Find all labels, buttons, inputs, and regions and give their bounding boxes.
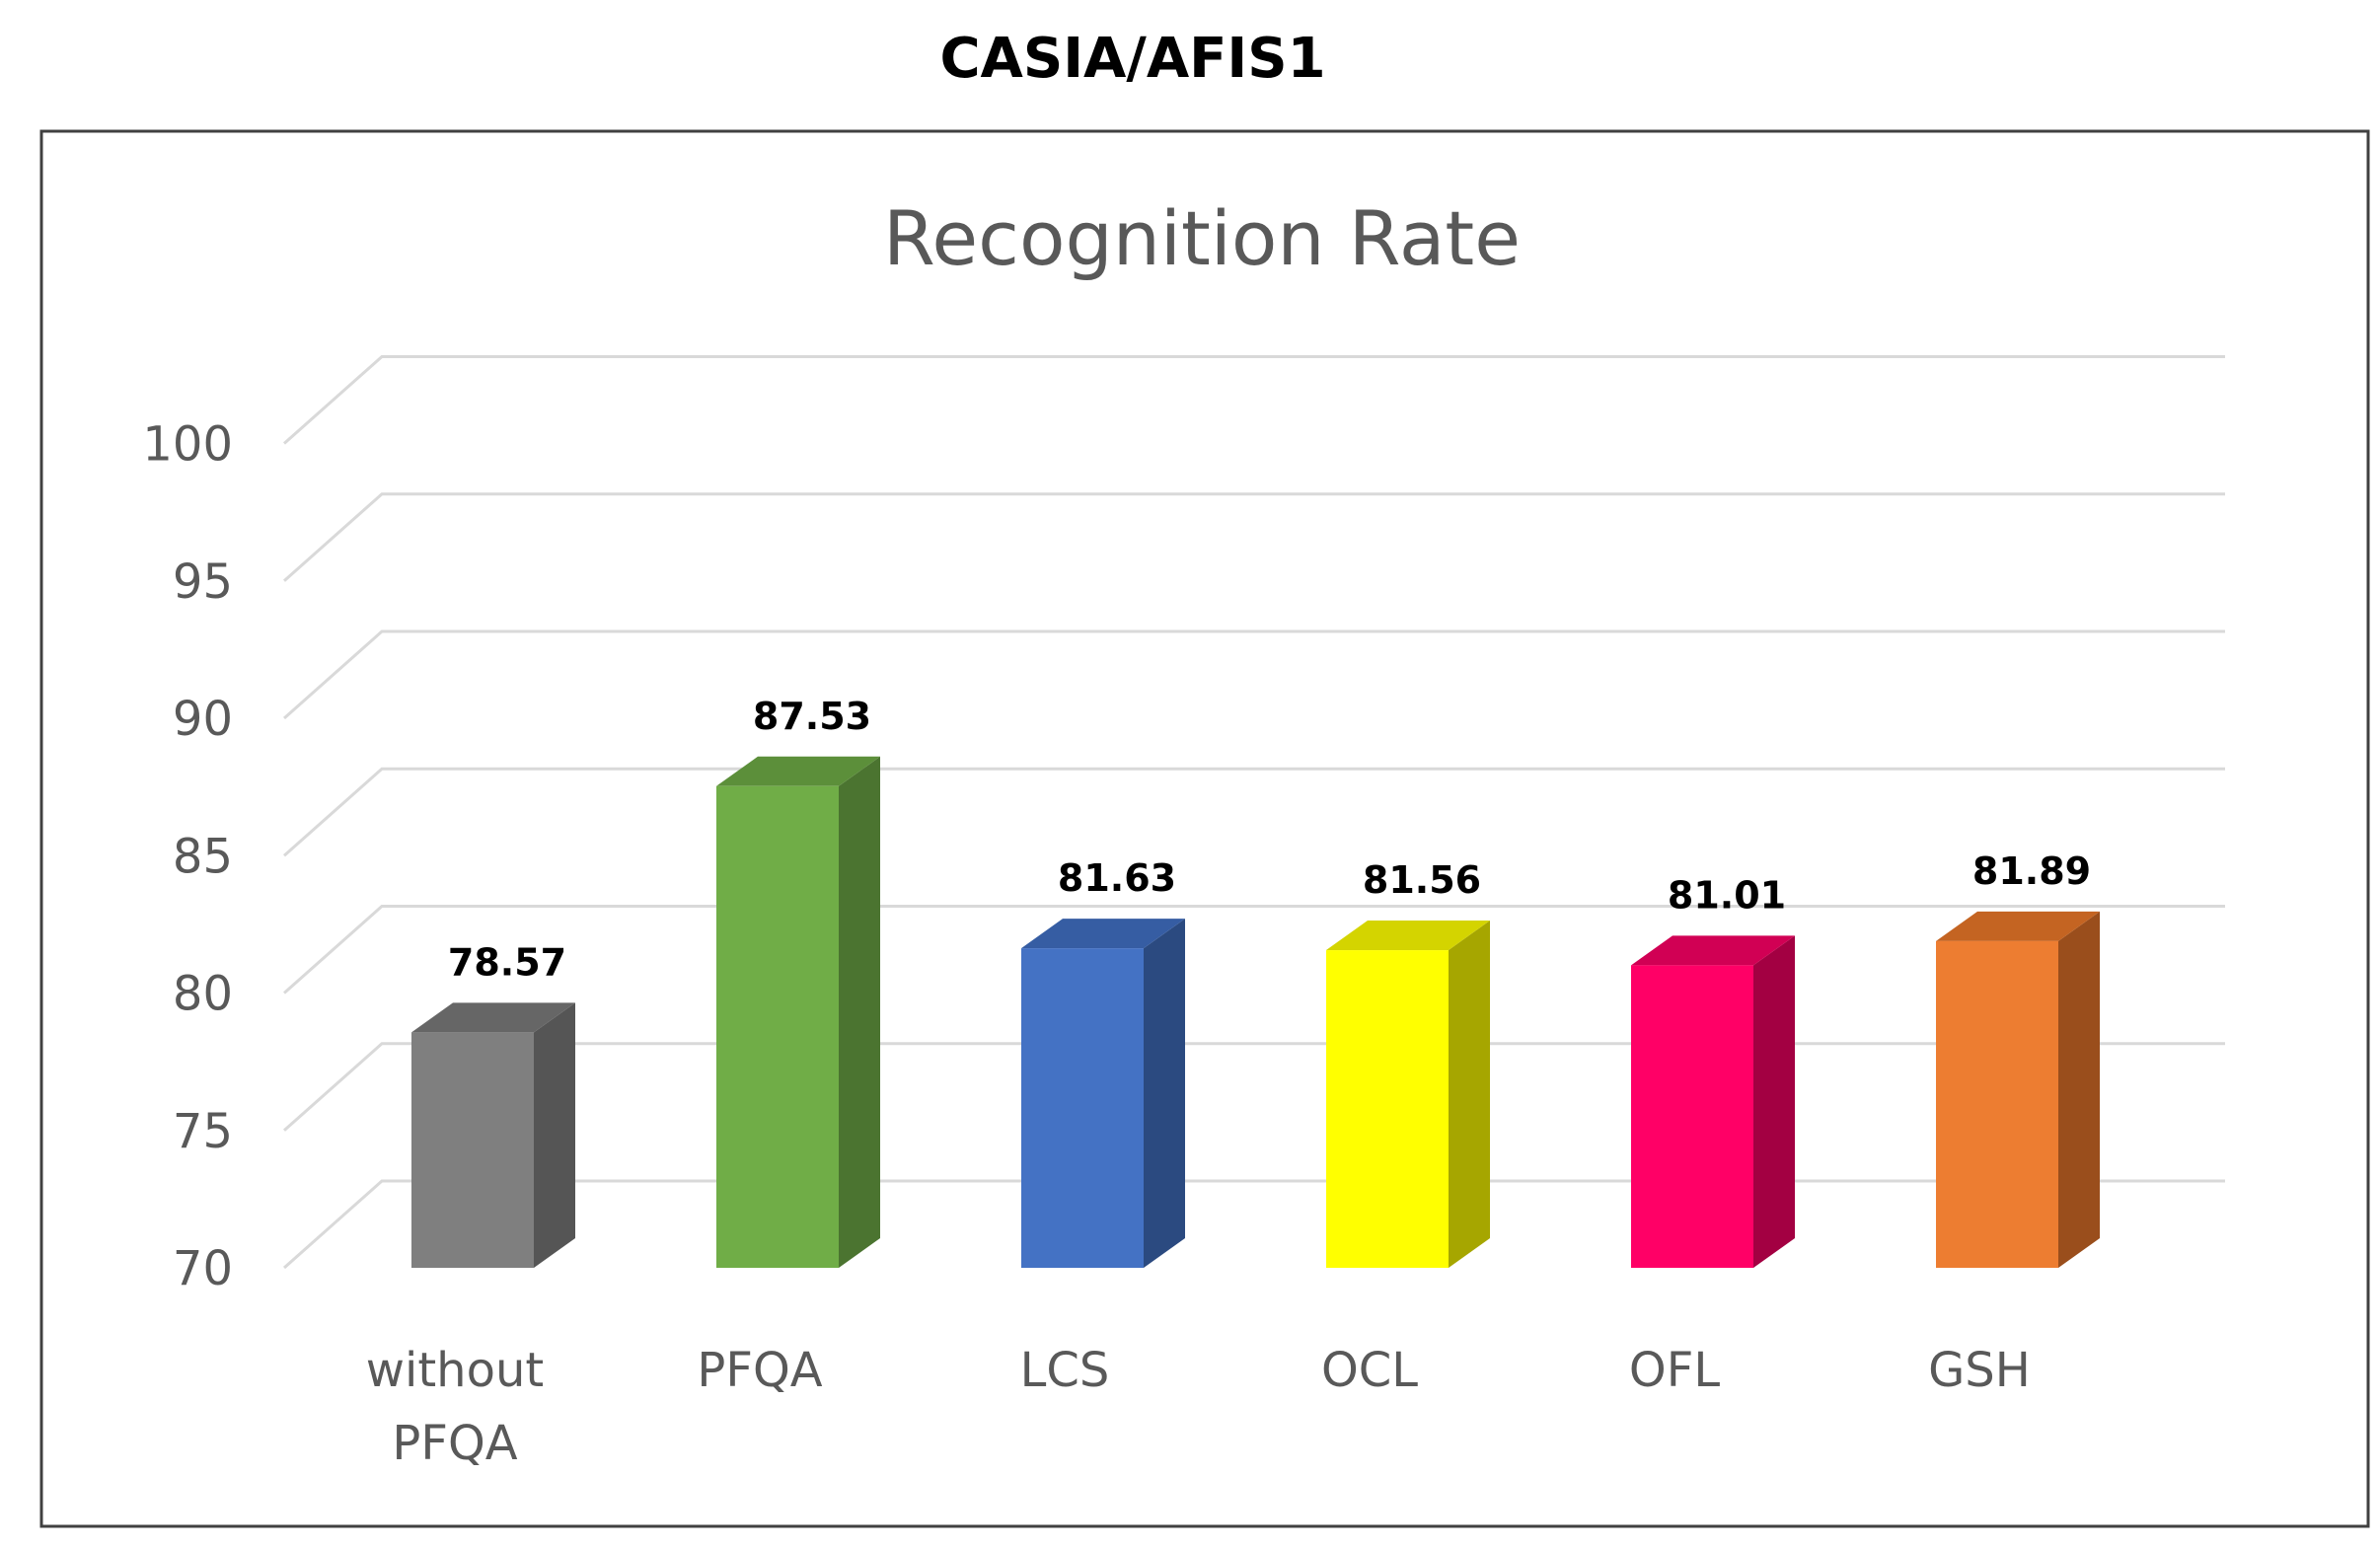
category-label: GSH (1928, 1343, 2031, 1398)
bar-top (411, 1002, 575, 1033)
bar-side (2058, 911, 2100, 1268)
y-tick-label: 100 (142, 417, 233, 473)
bar (1326, 921, 1490, 1268)
y-tick-label: 90 (173, 692, 233, 747)
gridline (283, 905, 2225, 995)
category-label: LCS (1020, 1343, 1110, 1398)
data-label: 81.63 (1058, 856, 1176, 900)
data-labels: 78.57 87.53 81.63 81.56 81.01 81.89 (448, 695, 2091, 985)
bar (1936, 911, 2100, 1268)
bar-front (1936, 940, 2058, 1268)
bar-front (716, 785, 839, 1268)
data-label: 81.89 (1972, 849, 2091, 893)
y-axis-ticks: 70 75 80 85 90 95 100 (142, 417, 233, 1297)
bar-top (1326, 921, 1490, 951)
gridline (283, 767, 2225, 857)
bar-top (1936, 911, 2100, 941)
gridline (283, 355, 2225, 445)
bar-top (1021, 919, 1185, 949)
bar (1631, 935, 1795, 1268)
bars (411, 756, 2100, 1268)
bar (411, 1002, 575, 1268)
bar-side (1144, 919, 1185, 1268)
y-tick-label: 70 (173, 1241, 233, 1296)
category-label: OFL (1629, 1343, 1720, 1398)
chart-title: Recognition Rate (883, 194, 1521, 282)
data-label: 81.01 (1668, 873, 1786, 917)
bar-side (1449, 921, 1490, 1268)
bar-side (534, 1002, 575, 1268)
y-tick-label: 95 (173, 554, 233, 610)
gridlines (283, 355, 2225, 1270)
gridline (283, 1042, 2225, 1132)
data-label: 81.56 (1363, 858, 1481, 902)
category-label: without (366, 1343, 544, 1398)
bar (1021, 919, 1185, 1268)
y-tick-label: 80 (173, 967, 233, 1022)
bar-front (1631, 965, 1753, 1268)
bar-top (1631, 935, 1795, 966)
bar (716, 756, 880, 1268)
chart-frame (39, 129, 2370, 1528)
data-label: 87.53 (753, 695, 871, 738)
bar-front (1326, 950, 1449, 1268)
gridline (283, 629, 2225, 720)
category-label: PFQA (392, 1416, 517, 1471)
bar-front (411, 1032, 534, 1268)
category-label: OCL (1321, 1343, 1418, 1398)
y-tick-label: 75 (173, 1104, 233, 1159)
bar-side (839, 756, 880, 1268)
data-label: 78.57 (448, 940, 566, 984)
y-tick-label: 85 (173, 829, 233, 884)
category-label: PFQA (697, 1343, 822, 1398)
bar-top (716, 756, 880, 786)
gridline (283, 1179, 2225, 1270)
figure-title: CASIA/AFIS1 (939, 27, 1325, 91)
bar-side (1753, 935, 1795, 1268)
bar-front (1021, 948, 1144, 1268)
x-axis-categories: without PFQA PFQA LCS OCL OFL GSH (366, 1343, 2031, 1471)
gridline (283, 492, 2225, 582)
